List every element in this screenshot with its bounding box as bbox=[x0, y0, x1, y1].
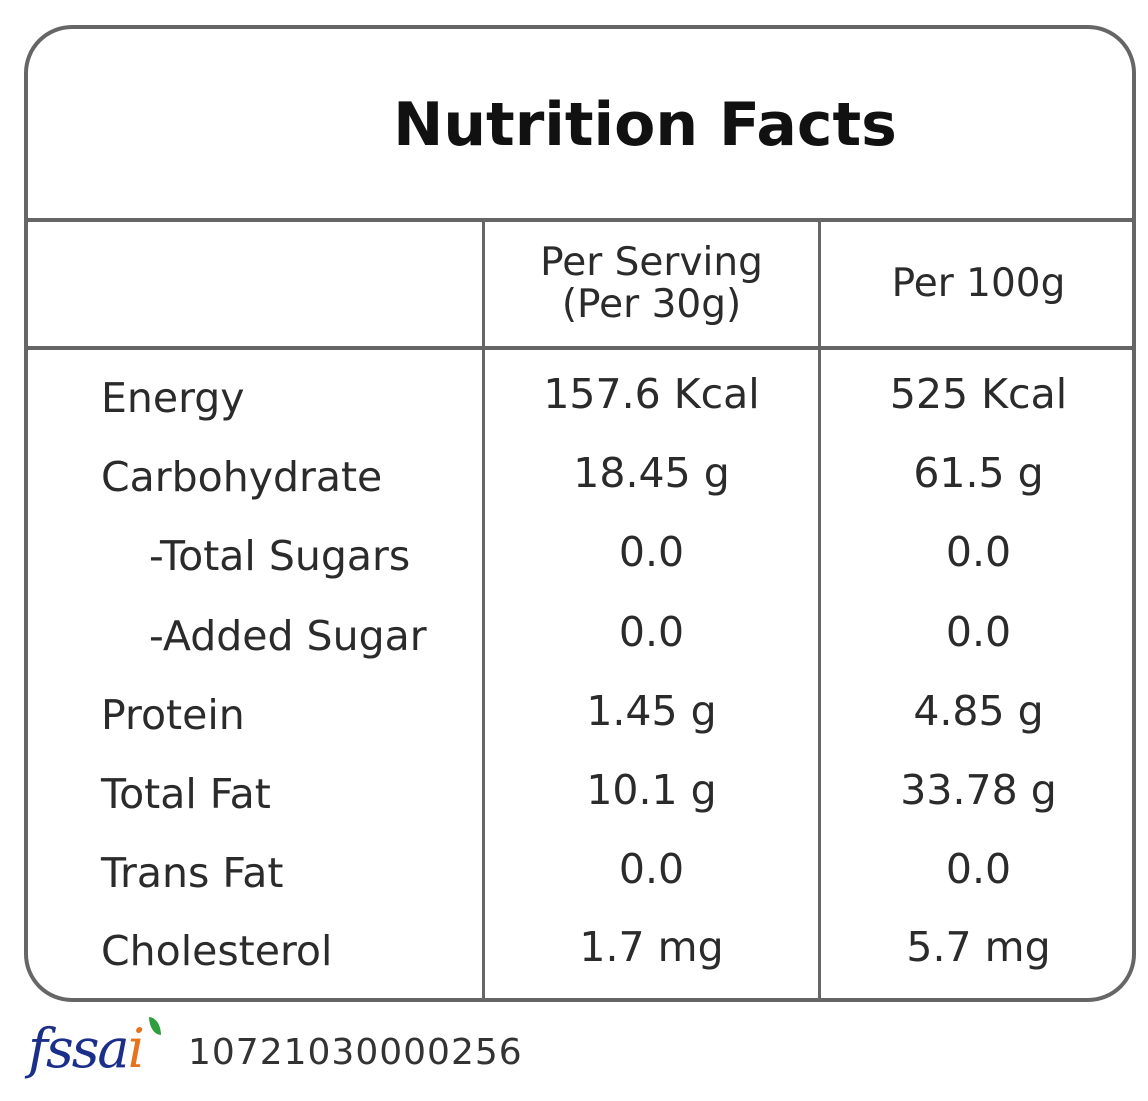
per-serving-value: 10.1 g bbox=[586, 766, 717, 814]
nutrient-label: Energy bbox=[101, 374, 245, 422]
per-100g-value: 61.5 g bbox=[913, 449, 1044, 497]
header-per-serving-line1: Per Serving bbox=[540, 240, 763, 285]
header-per-100g: Per 100g bbox=[891, 261, 1066, 306]
nutrient-label: -Added Sugar bbox=[149, 612, 427, 660]
nutrient-label: Carbohydrate bbox=[101, 453, 383, 501]
header-per-serving-line2: (Per 30g) bbox=[561, 282, 742, 327]
per-100g-value: 0.0 bbox=[945, 845, 1012, 893]
title-divider bbox=[28, 218, 1132, 222]
per-serving-value: 157.6 Kcal bbox=[543, 370, 760, 418]
column-divider-2 bbox=[818, 222, 821, 998]
nutrition-facts-panel: Nutrition Facts Per Serving (Per 30g) Pe… bbox=[24, 25, 1136, 1002]
header-divider bbox=[28, 346, 1132, 350]
nutrition-facts-title: Nutrition Facts bbox=[393, 89, 897, 160]
header-per-serving: Per Serving (Per 30g) bbox=[485, 222, 818, 346]
per-serving-value: 18.45 g bbox=[573, 449, 730, 497]
per-100g-value: 33.78 g bbox=[900, 766, 1057, 814]
per-100g-value: 0.0 bbox=[945, 528, 1012, 576]
per-serving-value: 1.7 mg bbox=[579, 923, 724, 971]
per-serving-value: 1.45 g bbox=[586, 687, 717, 735]
fssai-logo-text: fssai bbox=[28, 1017, 145, 1080]
leaf-icon bbox=[149, 1017, 161, 1035]
per-serving-value: 0.0 bbox=[618, 608, 685, 656]
nutrient-label: -Total Sugars bbox=[149, 532, 411, 580]
fssai-license-number: 10721030000256 bbox=[188, 1031, 523, 1073]
nutrient-label: Trans Fat bbox=[101, 849, 284, 897]
fssai-logo: fssai bbox=[28, 1015, 168, 1089]
per-serving-value: 0.0 bbox=[618, 528, 685, 576]
per-serving-value: 0.0 bbox=[618, 845, 685, 893]
nutrient-label: Total Fat bbox=[101, 770, 271, 818]
footer: fssai 10721030000256 bbox=[28, 1012, 523, 1092]
nutrient-label: Protein bbox=[101, 691, 245, 739]
column-divider-1 bbox=[482, 222, 485, 998]
nutrient-label: Cholesterol bbox=[101, 927, 333, 975]
per-100g-value: 0.0 bbox=[945, 608, 1012, 656]
per-100g-value: 525 Kcal bbox=[889, 370, 1068, 418]
per-100g-value: 4.85 g bbox=[913, 687, 1044, 735]
per-100g-value: 5.7 mg bbox=[906, 923, 1051, 971]
